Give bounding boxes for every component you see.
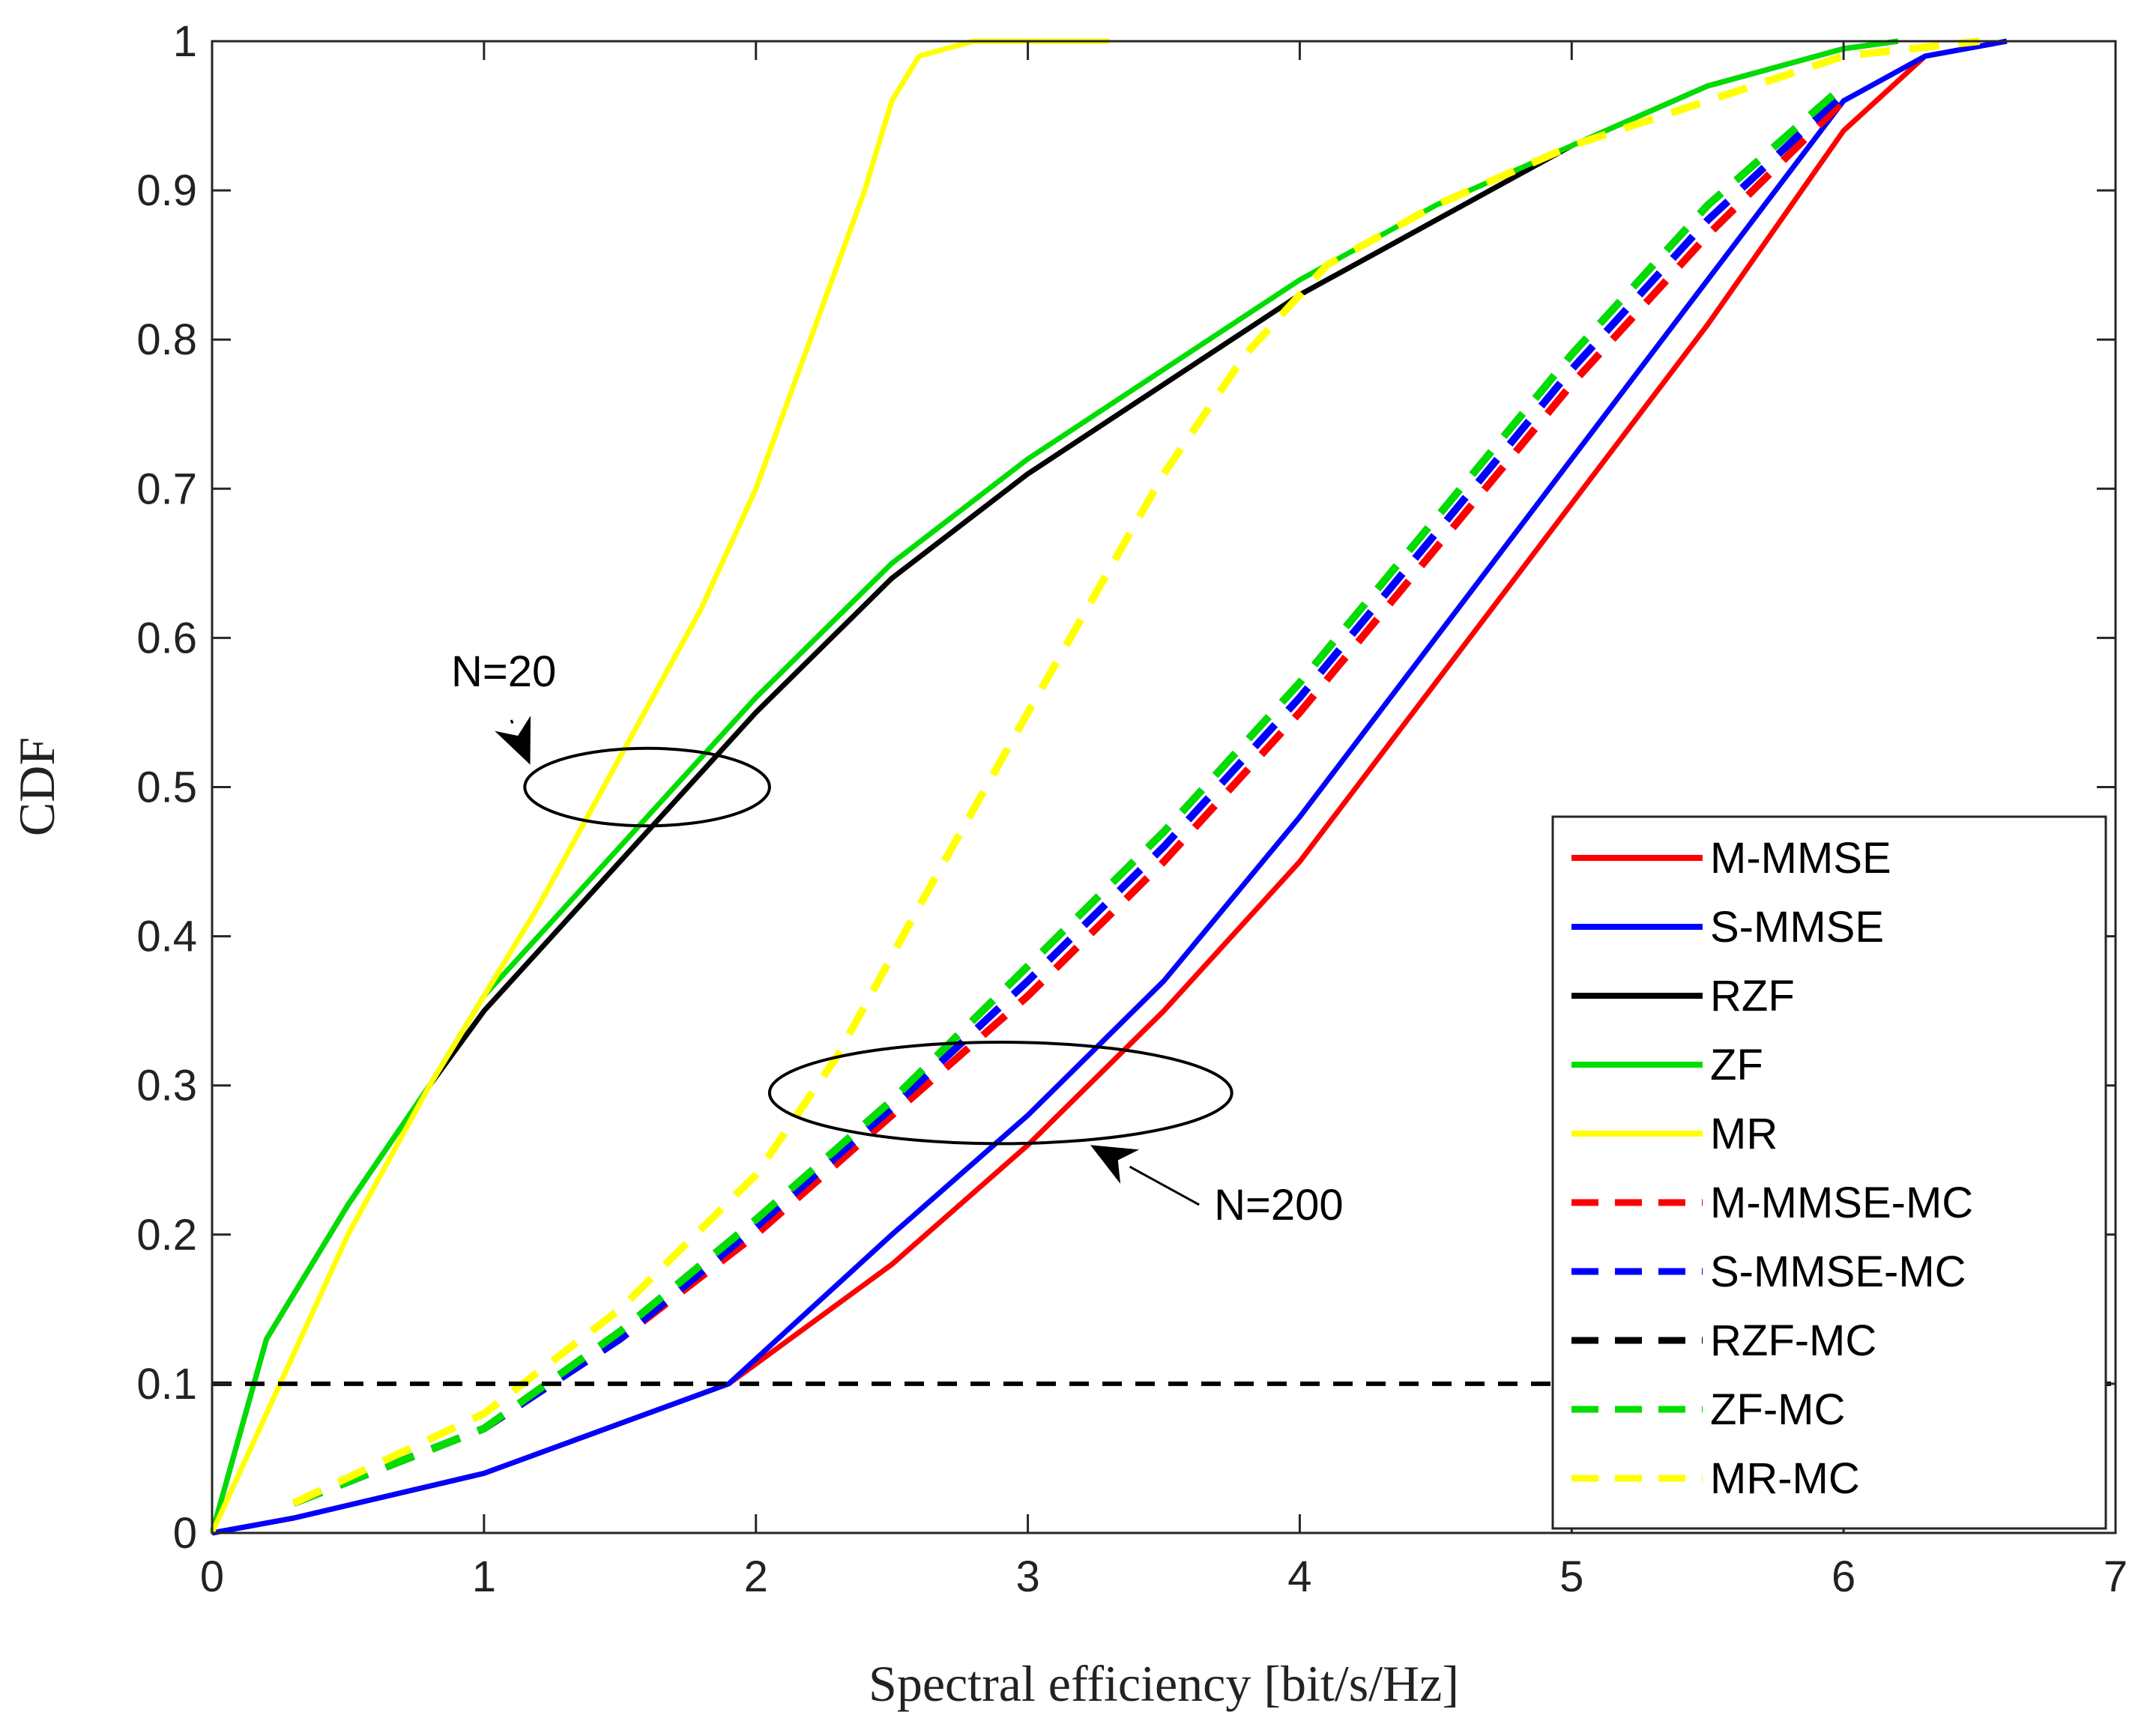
annotation-ellipse-n-200: [767, 1040, 1233, 1146]
series-line-mr: [209, 38, 1110, 1534]
series-line-s-mmse-mc: [292, 91, 1846, 1507]
legend-label-m-mmse-mc: M-MMSE-MC: [1710, 1179, 1973, 1227]
y-tick-label: 0.4: [136, 913, 197, 961]
x-tick-label: 6: [1832, 1552, 1855, 1601]
y-tick-label: 0.1: [136, 1360, 197, 1409]
legend: M-MMSE S-MMSE RZF ZF MR M-MMSE-MC S-MMSE-MC RZF…: [1551, 815, 2107, 1530]
tick-layer: 0 1 2 3 4 5 6 7 0 0.1 0.2 0.3 0.4 0.5 0.6 0.7 0.8 0.9 1: [136, 17, 2128, 1601]
series-line-s-mmse: [211, 38, 2008, 1536]
x-tick-label: 4: [1287, 1552, 1311, 1601]
legend-label-rzf: RZF: [1710, 972, 1795, 1020]
annotation-label-n-20: N=20: [451, 647, 556, 696]
annotation-layer: N=20 N=200: [451, 647, 1344, 1230]
x-tick-label: 7: [2104, 1552, 2128, 1601]
legend-label-s-mmse: S-MMSE: [1710, 903, 1884, 952]
legend-label-mr-mc: MR-MC: [1710, 1454, 1860, 1503]
legend-label-mr: MR: [1710, 1110, 1778, 1158]
y-tick-label: 0.3: [136, 1062, 197, 1110]
x-axis-label: Spectral efficiency [bit/s/Hz]: [869, 1655, 1459, 1712]
y-tick-label: 0.7: [136, 465, 197, 513]
y-tick-label: 0.2: [136, 1211, 197, 1259]
annotation-label-n-200: N=200: [1214, 1181, 1344, 1230]
series-line-mr-mc: [292, 37, 1981, 1507]
x-tick-label: 0: [200, 1552, 224, 1601]
legend-label-m-mmse: M-MMSE: [1710, 834, 1891, 883]
legend-label-zf: ZF: [1710, 1041, 1763, 1089]
legend-label-rzf-mc: RZF-MC: [1710, 1316, 1876, 1365]
x-tick-label: 5: [1559, 1552, 1583, 1601]
y-tick-label: 0: [173, 1509, 197, 1558]
y-tick-label: 0.6: [136, 614, 197, 662]
legend-label-zf-mc: ZF-MC: [1710, 1385, 1845, 1434]
series-line-m-mmse-mc: [292, 98, 1846, 1507]
x-tick-label: 1: [472, 1552, 496, 1601]
legend-box: [1551, 815, 2107, 1530]
annotation-arrow-head-n-20: [495, 716, 531, 765]
annotation-arrow-shaft-n-200: [1129, 1165, 1200, 1206]
y-tick-label: 0.9: [136, 166, 197, 215]
series-line-zf: [209, 38, 1899, 1534]
annotation-ellipse-n-20: [523, 746, 771, 828]
annotation-arrow-shaft-n-20: [510, 719, 514, 725]
x-tick-label: 2: [744, 1552, 768, 1601]
y-tick-label: 0.8: [136, 315, 197, 364]
x-tick-label: 3: [1015, 1552, 1039, 1601]
legend-label-s-mmse-mc: S-MMSE-MC: [1710, 1247, 1966, 1296]
annotation-arrow-head-n-200: [1090, 1145, 1140, 1184]
y-axis-label: CDF: [8, 737, 65, 836]
y-tick-label: 0.5: [136, 763, 197, 812]
y-tick-label: 1: [173, 17, 197, 66]
series-line-zf-mc: [292, 82, 1846, 1507]
